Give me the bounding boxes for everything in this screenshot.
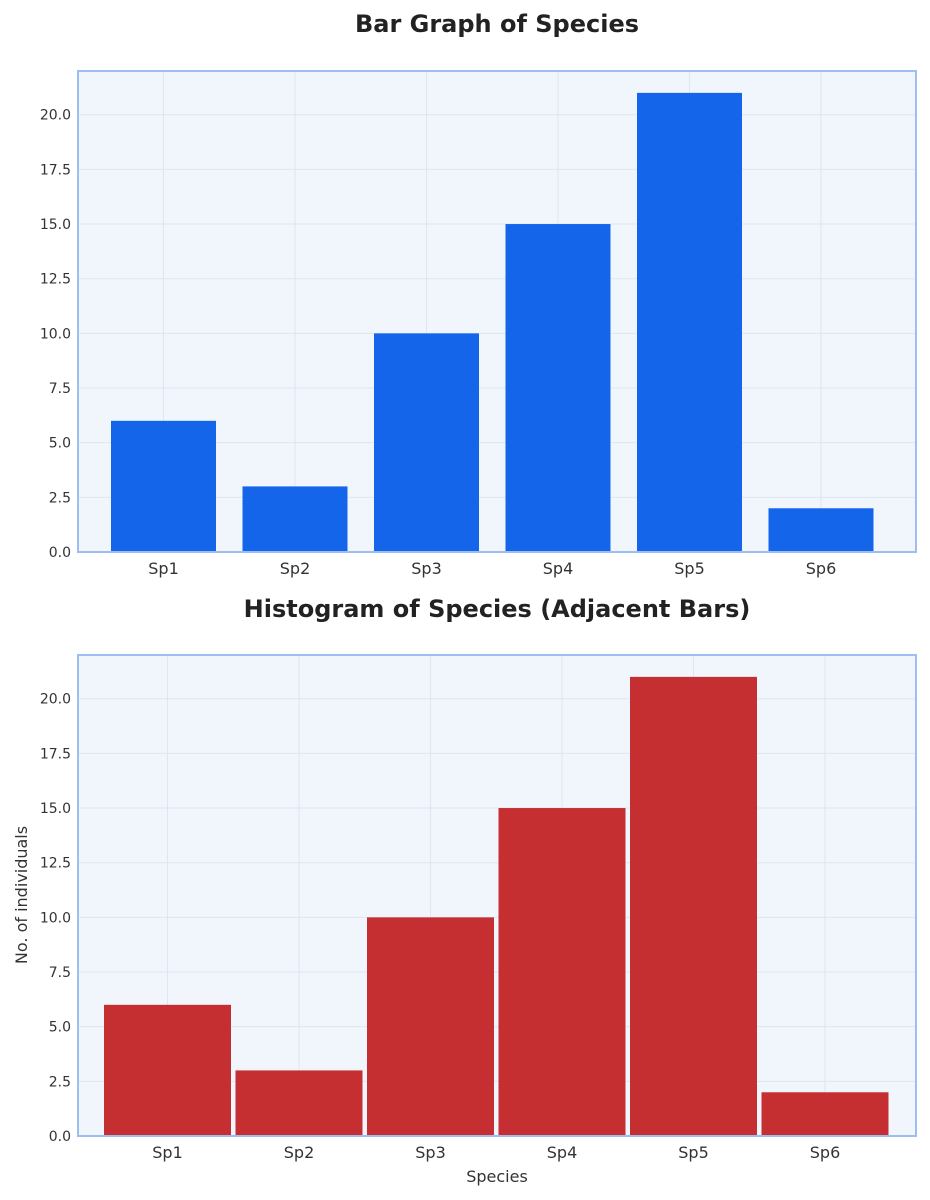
- histogram-bar-sp1: [104, 1004, 231, 1136]
- histogram-x-axis: Sp1 Sp2 Sp3 Sp4 Sp5 Sp6: [152, 1143, 840, 1162]
- histogram-bar-sp2: [235, 1070, 363, 1136]
- bar-graph-y-tick-label: 10.0: [40, 326, 71, 342]
- bar-graph-y-axis: 0.0 2.5 5.0 7.5 10.0 12.5 15.0 17.5 20.0: [40, 108, 71, 561]
- bar-graph-plot-border: [77, 70, 917, 553]
- bar-graph-y-tick-label: 7.5: [49, 381, 71, 397]
- histogram-x-tick-label: Sp4: [547, 1143, 578, 1162]
- histogram-bar-sp3: [367, 917, 494, 1136]
- histogram-y-axis-label: No. of individuals: [12, 826, 31, 964]
- bar-graph-y-tick-label: 17.5: [40, 162, 71, 178]
- bar-graph-chart: Bar Graph of Species 0.0 2.5 5.0 7.5 10.0 12.…: [40, 10, 917, 578]
- histogram-bar-sp4: [498, 808, 626, 1136]
- histogram-y-tick-label: 0.0: [49, 1129, 71, 1145]
- bar-graph-x-tick-label: Sp1: [148, 559, 179, 578]
- bar-graph-x-tick-label: Sp6: [806, 559, 837, 578]
- bar-graph-y-tick-label: 15.0: [40, 217, 71, 233]
- bar-graph-grid: [78, 71, 916, 553]
- histogram-x-axis-label: Species: [466, 1167, 528, 1186]
- histogram-y-tick-label: 17.5: [40, 746, 71, 762]
- bar-graph-x-tick-label: Sp5: [674, 559, 705, 578]
- histogram-chart: Histogram of Species (Adjacent Bars) 0.0…: [12, 595, 917, 1186]
- histogram-y-tick-label: 20.0: [40, 692, 71, 708]
- histogram-bar-sp5: [630, 676, 757, 1136]
- bar-graph-bar-sp3: [374, 333, 479, 552]
- bar-graph-bars: [111, 92, 874, 552]
- bar-graph-x-axis: Sp1 Sp2 Sp3 Sp4 Sp5 Sp6: [148, 559, 836, 578]
- bar-graph-x-tick-label: Sp4: [543, 559, 574, 578]
- histogram-x-tick-label: Sp3: [415, 1143, 446, 1162]
- histogram-y-tick-label: 7.5: [49, 965, 71, 981]
- bar-graph-bar-sp4: [505, 224, 611, 552]
- histogram-x-tick-label: Sp1: [152, 1143, 183, 1162]
- histogram-y-tick-label: 5.0: [49, 1020, 71, 1036]
- bar-graph-plot-area: [78, 71, 916, 552]
- histogram-y-tick-label: 15.0: [40, 801, 71, 817]
- histogram-y-tick-label: 10.0: [40, 910, 71, 926]
- bar-graph-bar-sp2: [242, 486, 348, 552]
- bar-graph-title: Bar Graph of Species: [355, 10, 639, 38]
- histogram-title: Histogram of Species (Adjacent Bars): [244, 595, 751, 623]
- bar-graph-bar-sp1: [111, 420, 216, 552]
- histogram-plot-border: [77, 654, 917, 1137]
- histogram-x-tick-label: Sp2: [284, 1143, 315, 1162]
- histogram-y-axis: 0.0 2.5 5.0 7.5 10.0 12.5 15.0 17.5 20.0: [40, 692, 71, 1145]
- histogram-y-tick-label: 2.5: [49, 1074, 71, 1090]
- bar-graph-bar-sp5: [637, 92, 742, 552]
- bar-graph-y-tick-label: 0.0: [49, 545, 71, 561]
- bar-graph-y-tick-label: 12.5: [40, 272, 71, 288]
- histogram-x-tick-label: Sp6: [810, 1143, 841, 1162]
- bar-graph-x-tick-label: Sp3: [411, 559, 442, 578]
- bar-graph-bar-sp6: [768, 508, 874, 552]
- bar-graph-y-tick-label: 2.5: [49, 490, 71, 506]
- histogram-bar-sp6: [761, 1092, 889, 1136]
- bar-graph-y-tick-label: 20.0: [40, 108, 71, 124]
- histogram-x-tick-label: Sp5: [678, 1143, 709, 1162]
- histogram-y-tick-label: 12.5: [40, 856, 71, 872]
- bar-graph-y-tick-label: 5.0: [49, 436, 71, 452]
- bar-graph-x-tick-label: Sp2: [280, 559, 311, 578]
- histogram-bars: [104, 676, 889, 1136]
